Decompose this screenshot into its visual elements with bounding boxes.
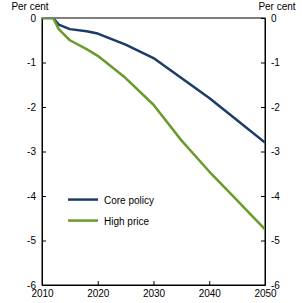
legend-swatch <box>68 198 98 201</box>
tick: -5 <box>27 235 46 246</box>
tick-mark <box>154 281 155 285</box>
tick-label: 2020 <box>87 288 110 299</box>
x-axis: 20102020203020402050 <box>31 281 277 299</box>
tick: -6 <box>27 280 46 291</box>
tick: -1 <box>261 57 280 68</box>
legend-label: High price <box>104 216 149 227</box>
tick-mark <box>42 152 46 153</box>
tick-mark <box>261 63 265 64</box>
tick: 2020 <box>87 281 110 299</box>
axis-line <box>43 285 266 286</box>
tick-mark <box>261 18 265 19</box>
tick-label: -2 <box>271 102 280 113</box>
tick-mark <box>42 63 46 64</box>
tick: 2040 <box>199 281 222 299</box>
tick: -3 <box>27 146 46 157</box>
tick-label: -4 <box>271 191 280 202</box>
y-unit-label: Per cent <box>11 1 48 12</box>
tick: -5 <box>261 235 280 246</box>
tick-mark <box>261 285 265 286</box>
tick-label: 2030 <box>143 288 166 299</box>
legend: Core policy High price <box>68 195 154 227</box>
tick-label: -5 <box>271 235 280 246</box>
tick-mark <box>261 152 265 153</box>
plot-frame <box>42 18 265 285</box>
series-line <box>42 18 265 143</box>
tick-label: -6 <box>271 280 280 291</box>
lines <box>42 18 265 229</box>
legend-swatch <box>68 219 98 222</box>
tick: -4 <box>261 191 280 202</box>
tick: -2 <box>261 102 280 113</box>
tick-label: -6 <box>27 280 36 291</box>
tick: -1 <box>27 57 46 68</box>
y-axis-left: 0 -1 -2 -3 -4 -5 -6 <box>27 13 46 291</box>
tick-mark <box>42 196 46 197</box>
tick-mark <box>209 281 210 285</box>
tick-label: -4 <box>27 191 36 202</box>
chart: 201020202030204020500-1-2-3-4-5-60-1-2-3… <box>0 0 302 303</box>
tick-label: -3 <box>27 146 36 157</box>
tick: -3 <box>261 146 280 157</box>
tick-mark <box>42 107 46 108</box>
tick: 0 <box>261 13 277 24</box>
legend-label: Core policy <box>104 195 154 206</box>
tick-label: -3 <box>271 146 280 157</box>
tick-label: -2 <box>27 102 36 113</box>
tick-label: 0 <box>30 13 36 24</box>
tick-mark <box>261 241 265 242</box>
tick: -2 <box>27 102 46 113</box>
tick: -6 <box>261 280 280 291</box>
tick-label: -5 <box>27 235 36 246</box>
tick: 2030 <box>143 281 166 299</box>
y-unit-label: Per cent <box>258 1 295 12</box>
y-axis-right: 0 -1 -2 -3 -4 -5 -6 <box>261 13 280 291</box>
tick-mark <box>261 196 265 197</box>
tick-mark <box>42 241 46 242</box>
tick-label: -1 <box>271 57 280 68</box>
tick-mark <box>261 107 265 108</box>
tick-label: 0 <box>271 13 277 24</box>
tick: -4 <box>27 191 46 202</box>
tick-mark <box>42 285 46 286</box>
series-line <box>42 18 265 229</box>
tick-label: -1 <box>27 57 36 68</box>
tick-mark <box>98 281 99 285</box>
tick-label: 2040 <box>199 288 222 299</box>
axis-line <box>265 19 266 286</box>
